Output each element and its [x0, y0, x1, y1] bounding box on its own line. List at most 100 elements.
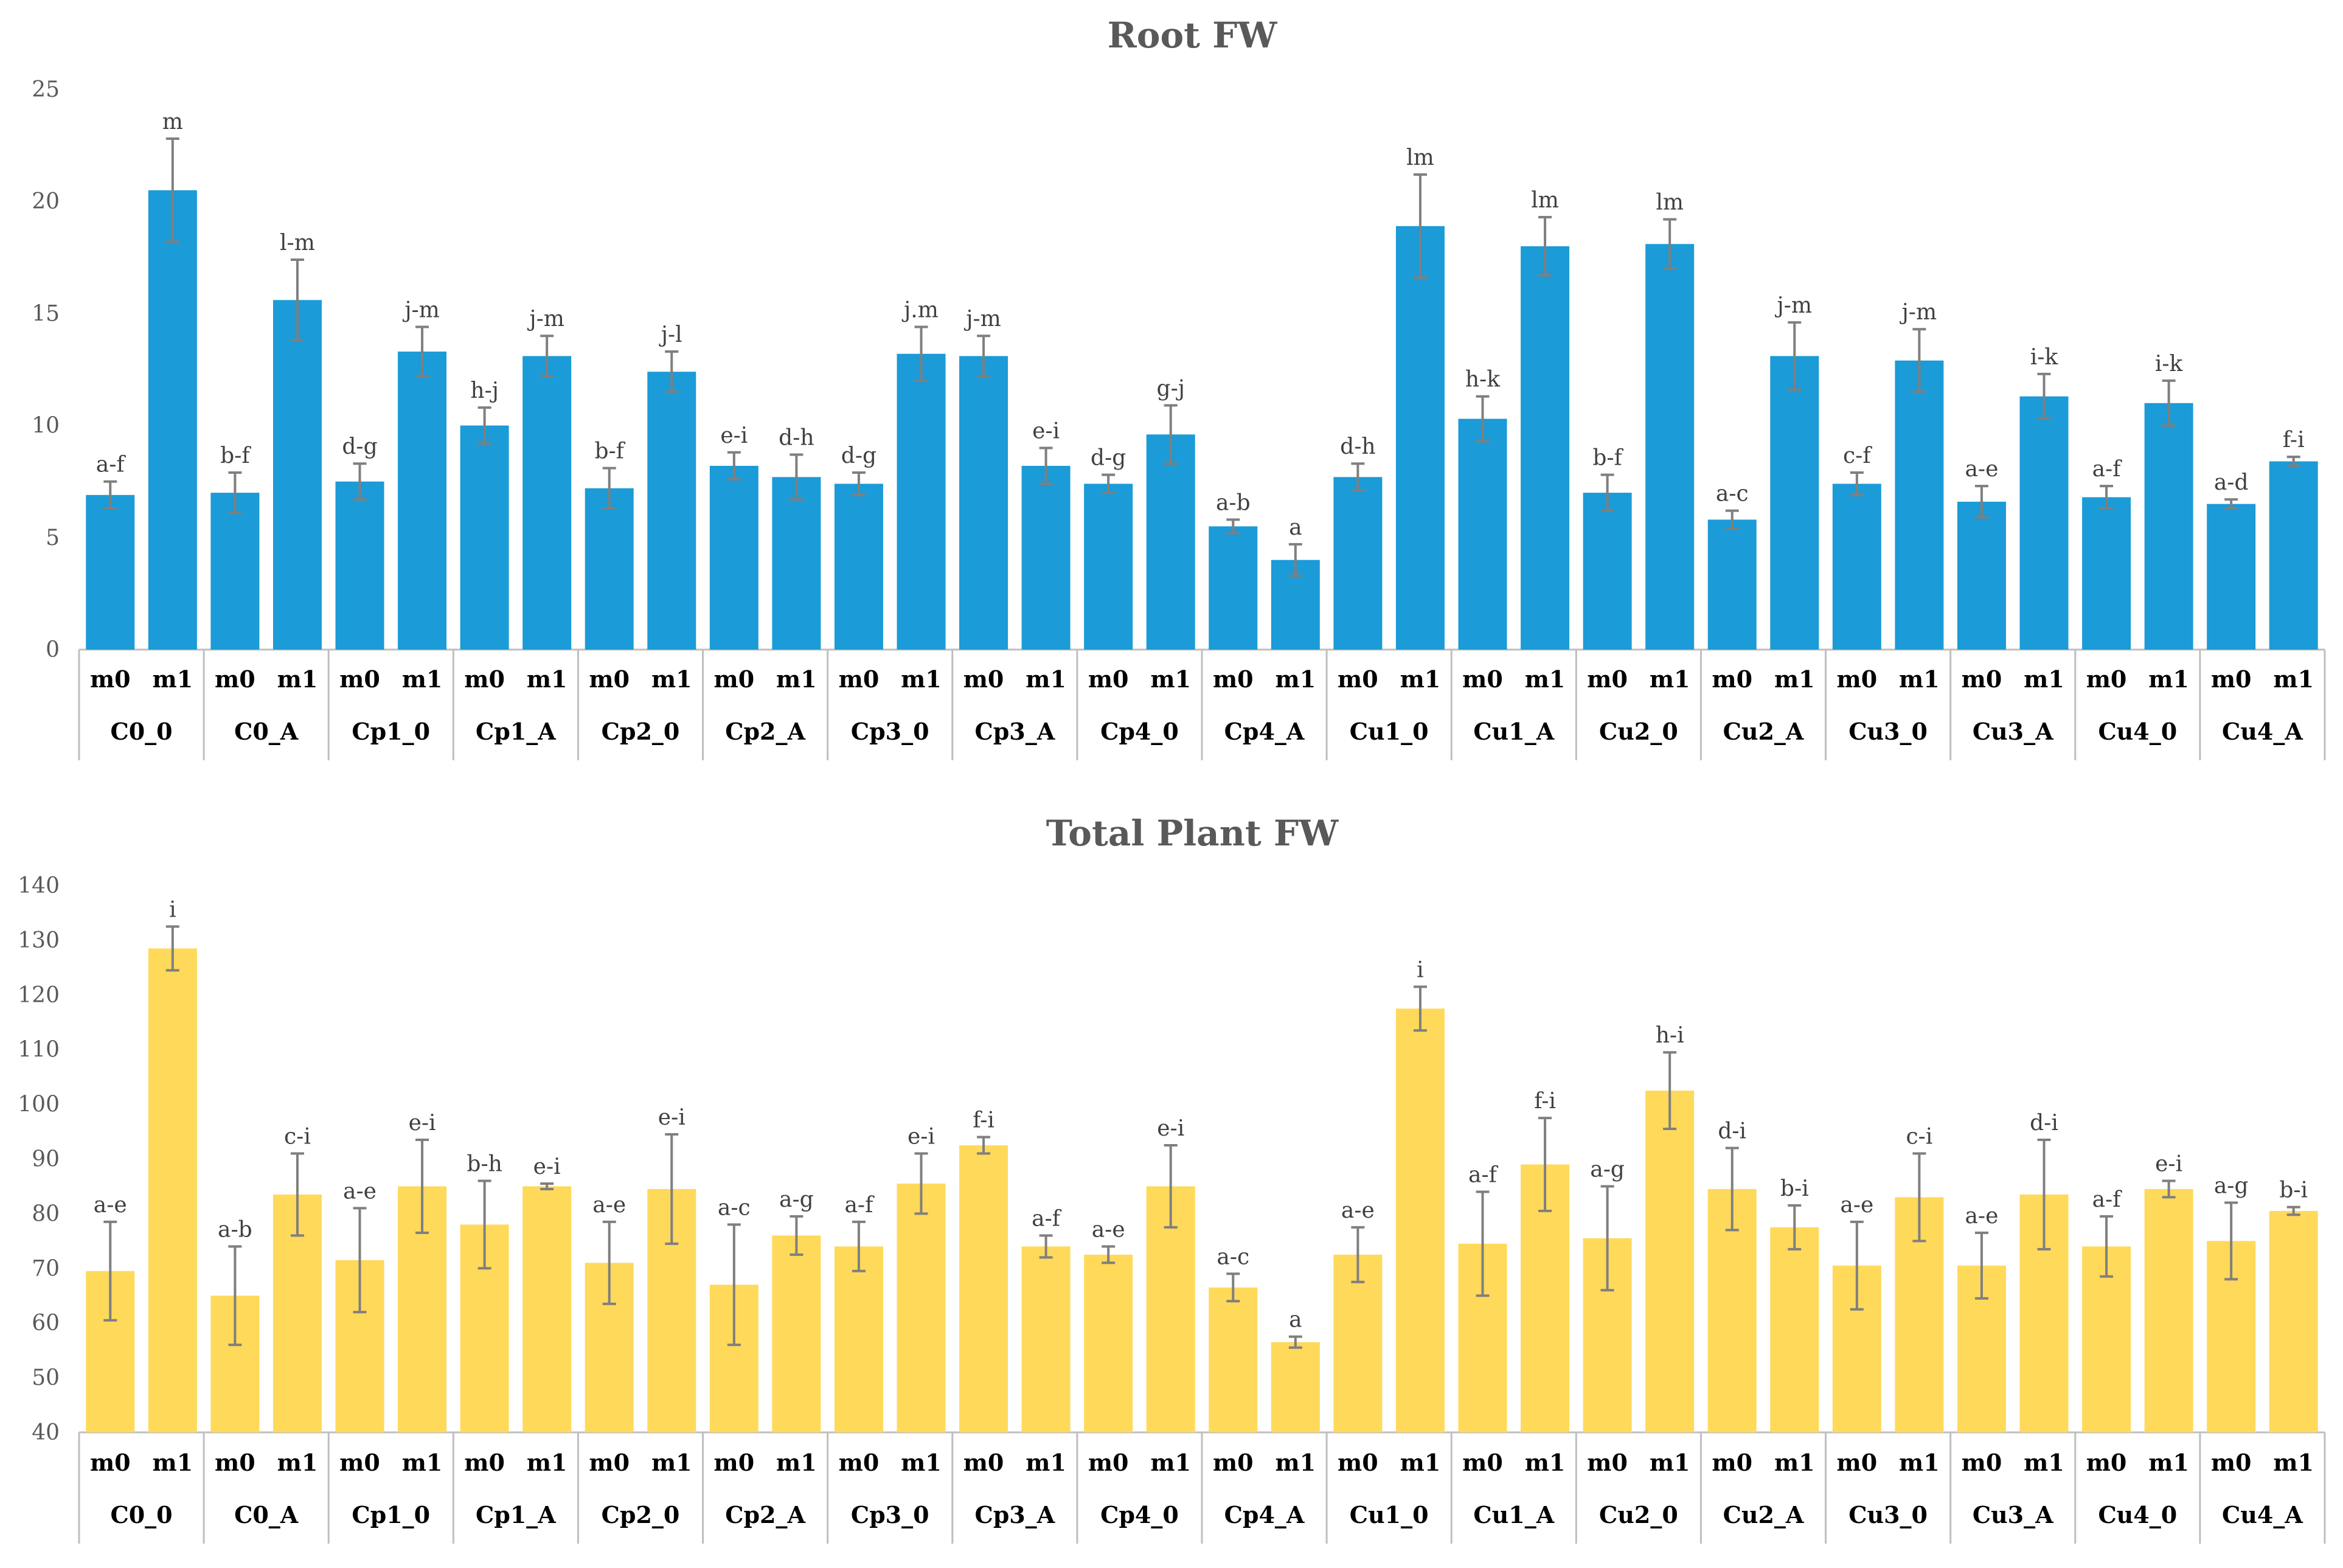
subcategory-label: m1 [1774, 665, 1815, 693]
significance-label: e-i [720, 423, 748, 448]
subcategory-label: m1 [2273, 1449, 2314, 1476]
y-tick-label: 10 [32, 414, 60, 439]
subcategory-label: m1 [1774, 1449, 1815, 1476]
bar [2207, 504, 2256, 650]
bar [460, 425, 509, 650]
group-label: C0_0 [110, 718, 172, 745]
subcategory-label: m1 [2024, 665, 2064, 693]
group-label: Cu3_0 [1848, 718, 1928, 745]
y-tick-label: 70 [32, 1256, 60, 1281]
group-label: Cu2_A [1723, 1501, 1804, 1528]
subcategory-label: m0 [963, 665, 1004, 693]
subcategory-label: m0 [215, 665, 255, 693]
group-label: Cp2_A [725, 718, 805, 745]
bar [834, 484, 883, 650]
significance-label: e-i [908, 1125, 935, 1150]
subcategory-label: m0 [339, 665, 380, 693]
bar [1707, 519, 1757, 650]
y-tick-label: 50 [32, 1365, 60, 1390]
bar [1832, 484, 1881, 650]
significance-label: j-m [963, 307, 1001, 331]
bar [210, 493, 260, 650]
group-label: Cp2_0 [602, 718, 680, 745]
significance-label: b-i [1780, 1176, 1809, 1201]
subcategory-label: m1 [527, 1449, 568, 1476]
subcategory-label: m0 [1587, 665, 1628, 693]
subcategory-label: m1 [2148, 665, 2189, 693]
significance-label: d-g [1091, 446, 1126, 471]
subcategory-label: m0 [1462, 665, 1503, 693]
subcategory-label: m1 [1150, 1449, 1191, 1476]
subcategory-label: m0 [589, 1449, 630, 1476]
bar [1395, 226, 1445, 650]
bar [959, 356, 1008, 650]
significance-label: c-i [284, 1125, 311, 1150]
subcategory-label: m0 [1338, 1449, 1378, 1476]
significance-label: m [162, 109, 183, 134]
subcategory-label: m0 [714, 1449, 755, 1476]
y-tick-label: 130 [18, 928, 60, 953]
bar [1770, 1227, 1819, 1432]
group-label: Cu2_0 [1599, 718, 1678, 745]
bar [1084, 484, 1133, 650]
subcategory-label: m1 [1276, 1449, 1316, 1476]
significance-label: d-g [342, 434, 377, 459]
subcategory-label: m1 [2273, 665, 2314, 693]
chart-title-root-fw: Root FW [1108, 15, 1278, 56]
bar [1333, 1254, 1383, 1432]
group-label: Cp3_A [974, 1501, 1055, 1528]
subcategory-label: m0 [1088, 1449, 1129, 1476]
subcategory-label: m0 [1088, 665, 1129, 693]
bar [1021, 1246, 1071, 1432]
group-label: C0_0 [110, 1501, 172, 1528]
y-tick-label: 5 [46, 526, 60, 550]
subcategory-label: m1 [1650, 1449, 1690, 1476]
significance-label: a-e [1965, 457, 1998, 482]
significance-label: a-e [1341, 1198, 1375, 1223]
significance-label: a-g [2214, 1173, 2249, 1198]
bar [1770, 356, 1819, 650]
bar [834, 1246, 883, 1432]
significance-label: a-e [1092, 1217, 1125, 1242]
group-label: Cp3_A [974, 718, 1055, 745]
subcategory-label: m0 [1962, 665, 2002, 693]
group-label: Cp4_A [1224, 1501, 1305, 1528]
bar [1209, 1287, 1258, 1432]
significance-label: a-e [94, 1193, 127, 1218]
subcategory-label: m0 [464, 665, 505, 693]
y-tick-label: 25 [32, 77, 60, 102]
group-label: C0_A [234, 1501, 299, 1528]
significance-label: lm [1531, 188, 1559, 213]
group-label: Cp1_0 [352, 718, 430, 745]
subcategory-label: m0 [1712, 1449, 1752, 1476]
group-label: Cp4_A [1224, 718, 1305, 745]
significance-label: b-h [467, 1151, 502, 1176]
subcategory-label: m0 [2086, 665, 2127, 693]
group-label: Cu4_0 [2098, 718, 2177, 745]
group-label: Cp2_0 [602, 1501, 680, 1528]
bar [522, 1186, 572, 1432]
y-tick-label: 20 [32, 189, 60, 214]
bar [1084, 1254, 1133, 1432]
bar [1395, 1008, 1445, 1432]
y-tick-label: 60 [32, 1311, 60, 1336]
significance-label: d-i [1718, 1119, 1746, 1144]
significance-label: e-i [2155, 1151, 2182, 1176]
significance-label: h-k [1465, 367, 1501, 392]
bar [2269, 461, 2318, 650]
y-tick-label: 140 [18, 873, 60, 898]
subcategory-label: m0 [1837, 665, 1878, 693]
significance-label: a [1289, 1308, 1302, 1333]
subcategory-label: m1 [527, 665, 568, 693]
bar [1645, 244, 1695, 650]
subcategory-label: m1 [1525, 665, 1566, 693]
group-label: Cu2_A [1723, 718, 1804, 745]
subcategory-label: m1 [1400, 1449, 1441, 1476]
subcategory-label: m0 [1462, 1449, 1503, 1476]
significance-label: f-i [1534, 1089, 1556, 1114]
significance-label: j-m [1900, 300, 1937, 325]
bar [772, 477, 821, 650]
chart-total-plant-fw: 40 50 60 70 80 90 100 110 120 130 140 C0_0 a-e m0 i m1 C… [18, 873, 2326, 1544]
bar [2144, 403, 2193, 650]
